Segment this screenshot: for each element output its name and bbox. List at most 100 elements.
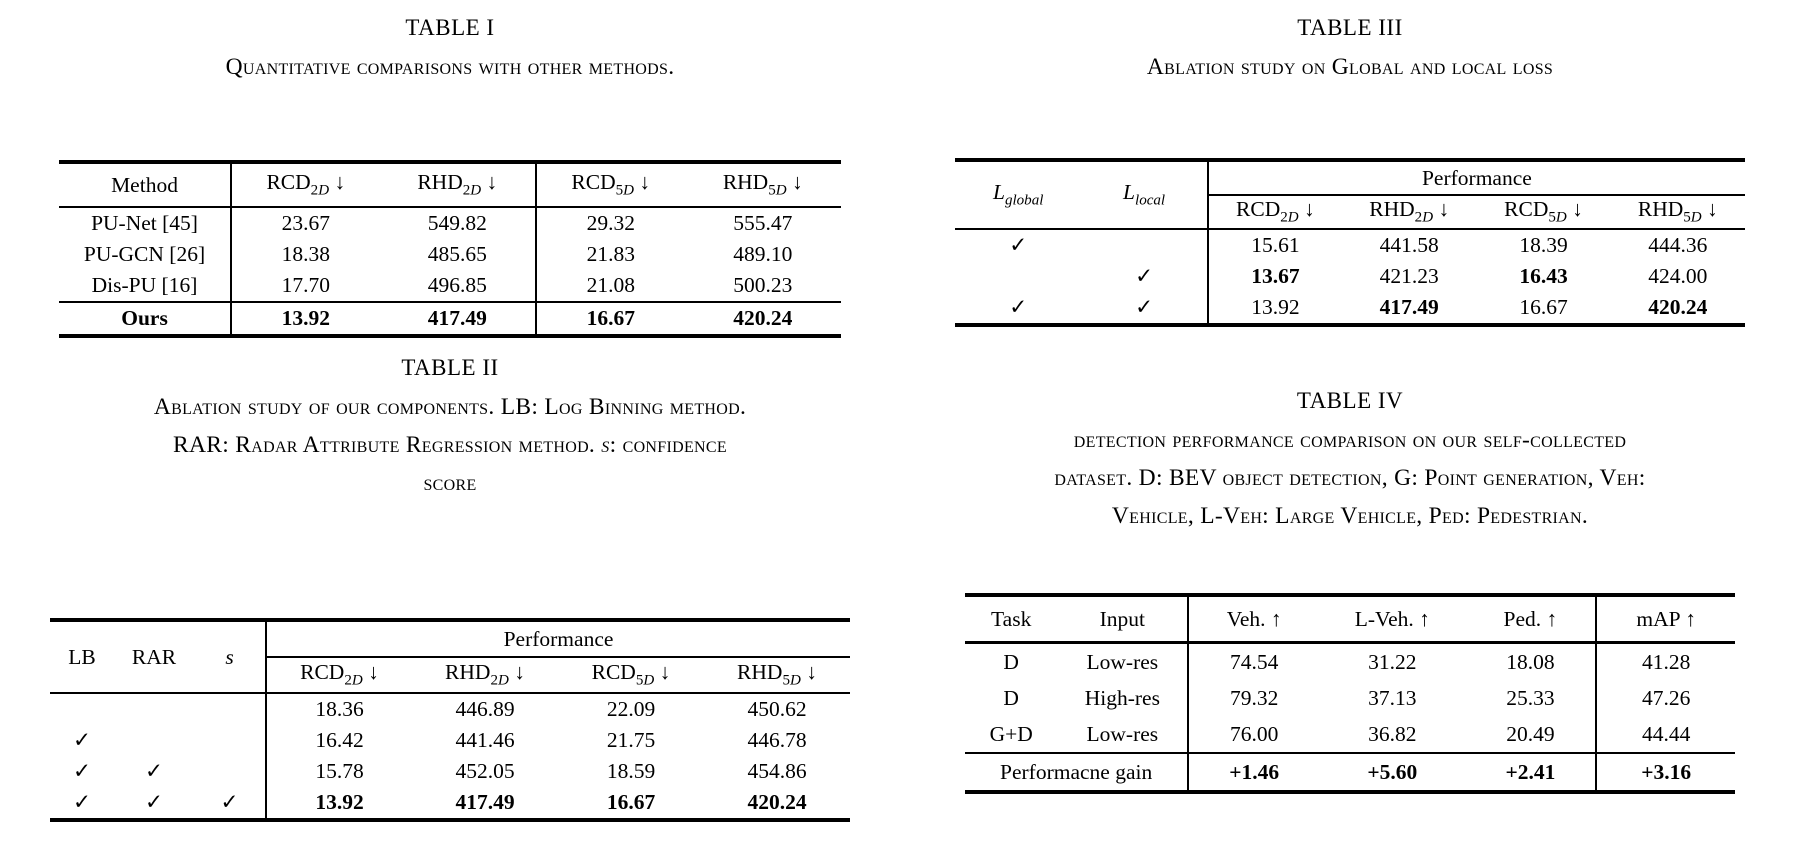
- table-1-title: TABLE I: [405, 15, 495, 40]
- table-cell: 18.59: [606, 759, 656, 783]
- table-cell: 496.85: [427, 273, 487, 297]
- table-cell: Low-res: [1086, 649, 1159, 674]
- checkmark-cell: ✓: [1009, 295, 1028, 319]
- table-1: Method RCD2D ↓ RHD2D ↓ RCD5D ↓ RHD5D ↓ P…: [59, 160, 841, 338]
- table-cell: 15.61: [1206, 229, 1343, 261]
- table-4-title: TABLE IV: [1296, 388, 1404, 413]
- checkmark-cell: ✓: [72, 759, 91, 783]
- table-cell: 424.00: [1648, 264, 1708, 288]
- checkmark-cell: ✓: [1009, 233, 1028, 257]
- table-row: ✓ ✓ ✓ 13.92 417.49 16.67 420.24: [50, 787, 850, 820]
- checkmark-cell: ✓: [220, 790, 239, 814]
- table-2-title: TABLE II: [401, 355, 499, 380]
- table-row: D High-res 79.32 37.13 25.33 47.26: [965, 680, 1735, 716]
- table-cell: 16.67: [606, 790, 656, 814]
- table-row: ✓ 13.67 421.23 16.43 424.00: [955, 261, 1745, 292]
- table-cell: PU-GCN [26]: [83, 242, 206, 266]
- table-subheader-row: RCD2D ↓ RHD2D ↓ RCD5D ↓ RHD5D ↓: [955, 195, 1745, 230]
- column-header: Lglobal: [955, 160, 1082, 230]
- column-header: RHD2D ↓: [379, 162, 536, 208]
- table-cell: PU-Net [45]: [91, 211, 198, 235]
- table-cell: 21.08: [535, 270, 685, 302]
- column-header: RHD2D ↓: [412, 657, 558, 694]
- table-cell: [194, 756, 266, 787]
- table-cell: 79.32: [1187, 680, 1320, 716]
- table-cell: [114, 725, 194, 756]
- table-2-section: TABLE II Ablation study of our component…: [30, 354, 870, 822]
- table-cell: 18.36: [265, 693, 412, 725]
- table-cell: 555.47: [733, 211, 793, 235]
- table-cell: 17.70: [230, 270, 380, 302]
- column-header: Llocal: [1081, 160, 1208, 230]
- table-cell: Ours: [59, 301, 232, 336]
- checkmark-cell: ✓: [1135, 295, 1154, 319]
- table-cell: 446.78: [747, 728, 807, 752]
- table-cell: 13.67: [1206, 261, 1343, 292]
- column-header: RAR: [114, 620, 194, 694]
- table-4: Task Input Veh. ↑ L-Veh. ↑ Ped. ↑ mAP ↑ …: [965, 593, 1735, 794]
- column-header: RHD5D ↓: [684, 162, 841, 208]
- table-row: Dis-PU [16] 17.70 496.85 21.08 500.23: [59, 270, 841, 302]
- table-cell: +3.16: [1595, 752, 1735, 792]
- table-subheader-row: RCD2D ↓ RHD2D ↓ RCD5D ↓ RHD5D ↓: [50, 657, 850, 694]
- caption-line: score: [423, 470, 477, 496]
- table-cell: [955, 261, 1081, 292]
- table-2: LB RAR s Performance RCD2D ↓ RHD2D ↓ RCD…: [50, 618, 850, 822]
- performance-group-header: Performance: [1206, 160, 1745, 196]
- table-cell: 21.75: [606, 728, 656, 752]
- table-cell: 74.54: [1187, 642, 1320, 680]
- table-cell: 37.13: [1368, 685, 1417, 710]
- table-row: Performacne gain +1.46 +5.60 +2.41 +3.16: [965, 752, 1735, 792]
- column-header: Input: [1057, 595, 1189, 644]
- table-cell: 13.92: [1206, 292, 1343, 325]
- table-2-body: 18.36 446.89 22.09 450.62 ✓ 16.42 441.46 21.75 4…: [50, 693, 850, 820]
- table-cell: 29.32: [535, 207, 685, 239]
- table-row: PU-GCN [26] 18.38 485.65 21.83 489.10: [59, 239, 841, 270]
- table-cell: +1.46: [1187, 752, 1320, 792]
- column-header: Ped. ↑: [1465, 595, 1597, 644]
- table-cell: +2.41: [1465, 752, 1597, 792]
- checkmark-cell: ✓: [72, 790, 91, 814]
- column-header: s: [194, 620, 266, 694]
- checkmark-cell: ✓: [1135, 264, 1154, 288]
- table-cell: 420.24: [1648, 295, 1708, 319]
- table-cell: 16.67: [535, 301, 685, 336]
- table-4-body: D Low-res 74.54 31.22 18.08 41.28 D High-res 79.…: [965, 642, 1735, 792]
- checkmark-cell: ✓: [144, 759, 163, 783]
- table-cell: 47.26: [1595, 680, 1735, 716]
- table-cell: [50, 693, 114, 725]
- table-row: Ours 13.92 417.49 16.67 420.24: [59, 301, 841, 336]
- table-cell: 18.08: [1506, 649, 1555, 674]
- caption-line: Ablation study of our components. LB: Lo…: [153, 394, 747, 420]
- table-cell: 16.67: [1519, 295, 1568, 319]
- table-cell: 420.24: [747, 790, 807, 814]
- table-1-body: PU-Net [45] 23.67 549.82 29.32 555.47 PU-GCN …: [59, 207, 841, 336]
- table-cell: D: [1003, 649, 1019, 674]
- table-cell: 13.92: [230, 301, 380, 336]
- caption-line: Vehicle, L-Veh: Large Vehicle, Ped: Pede…: [1111, 503, 1589, 529]
- table-cell: 444.36: [1648, 233, 1708, 257]
- column-header: RHD5D ↓: [1610, 195, 1745, 230]
- table-cell: 31.22: [1368, 649, 1417, 674]
- table-cell: [194, 693, 266, 725]
- table-cell: 446.89: [455, 697, 515, 721]
- table-cell: 421.23: [1379, 264, 1439, 288]
- table-row: ✓ ✓ 13.92 417.49 16.67 420.24: [955, 292, 1745, 325]
- table-4-section: TABLE IV detection performance compariso…: [932, 387, 1768, 794]
- caption-line: RAR: Radar Attribute Regression method. …: [173, 432, 727, 458]
- left-column: TABLE I Quantitative comparisons with ot…: [0, 0, 896, 848]
- table-cell: G+D: [989, 721, 1033, 746]
- column-header: L-Veh. ↑: [1319, 595, 1466, 644]
- column-header: Method: [59, 162, 232, 208]
- table-row: ✓ 16.42 441.46 21.75 446.78: [50, 725, 850, 756]
- table-row: ✓ ✓ 15.78 452.05 18.59 454.86: [50, 756, 850, 787]
- column-header: RCD2D ↓: [230, 162, 380, 208]
- table-cell: 549.82: [427, 211, 487, 235]
- table-cell: 489.10: [733, 242, 793, 266]
- table-1-section: TABLE I Quantitative comparisons with ot…: [30, 14, 870, 338]
- table-cell: 452.05: [455, 759, 515, 783]
- table-row: PU-Net [45] 23.67 549.82 29.32 555.47: [59, 207, 841, 239]
- table-cell: 13.92: [265, 787, 412, 820]
- table-cell: Performacne gain: [965, 752, 1189, 792]
